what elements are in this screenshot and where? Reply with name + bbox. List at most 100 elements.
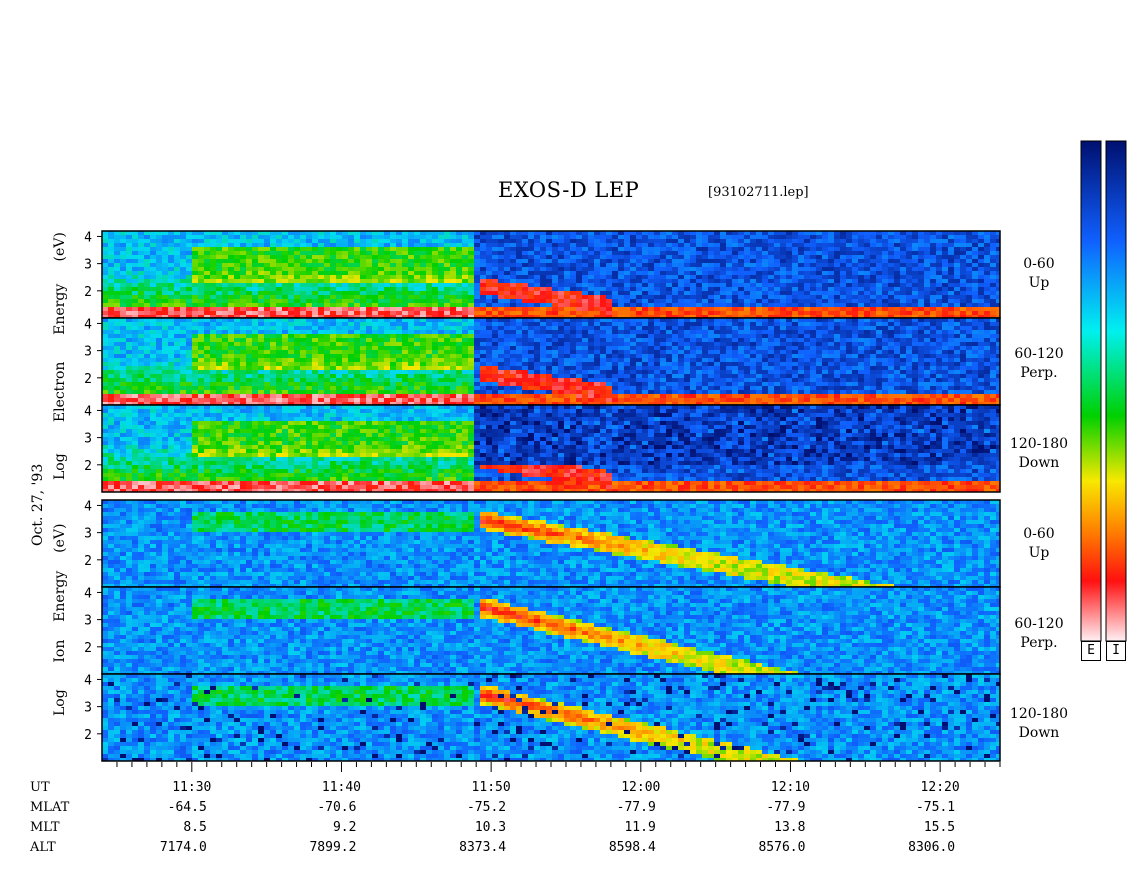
heatmap-cell — [744, 231, 750, 235]
heatmap-cell — [714, 247, 720, 251]
heatmap-cell — [438, 235, 444, 239]
heatmap-cell — [318, 263, 324, 267]
heatmap-cell — [444, 235, 450, 239]
heatmap-cell — [240, 334, 246, 338]
heatmap-cell — [546, 358, 552, 362]
heatmap-cell — [276, 271, 282, 275]
heatmap-cell — [546, 307, 552, 311]
heatmap-cell — [600, 287, 606, 291]
heatmap-cell — [822, 303, 828, 307]
heatmap-cell — [876, 322, 882, 326]
heatmap-cell — [996, 299, 1000, 303]
heatmap-cell — [948, 291, 954, 295]
heatmap-cell — [552, 279, 558, 283]
heatmap-cell — [276, 326, 282, 330]
heatmap-cell — [174, 322, 180, 326]
heatmap-cell — [414, 255, 420, 259]
heatmap-cell — [876, 243, 882, 247]
heatmap-cell — [192, 350, 198, 354]
heatmap-cell — [624, 307, 630, 311]
heatmap-cell — [966, 303, 972, 307]
heatmap-cell — [558, 311, 564, 315]
heatmap-cell — [300, 295, 306, 299]
heatmap-cell — [876, 291, 882, 295]
heatmap-cell — [804, 342, 810, 346]
heatmap-cell — [258, 354, 264, 358]
heatmap-cell — [360, 291, 366, 295]
heatmap-cell — [918, 346, 924, 350]
heatmap-cell — [366, 299, 372, 303]
heatmap-cell — [282, 295, 288, 299]
heatmap-cell — [600, 346, 606, 350]
heatmap-cell — [828, 311, 834, 315]
heatmap-cell — [138, 291, 144, 295]
heatmap-cell — [198, 291, 204, 295]
heatmap-cell — [654, 354, 660, 358]
heatmap-cell — [456, 315, 462, 318]
heatmap-cell — [486, 283, 492, 287]
heatmap-cell — [984, 279, 990, 283]
heatmap-cell — [546, 326, 552, 330]
heatmap-cell — [618, 338, 624, 342]
heatmap-cell — [108, 279, 114, 283]
heatmap-cell — [126, 275, 132, 279]
heatmap-cell — [942, 342, 948, 346]
heatmap-cell — [672, 295, 678, 299]
heatmap-cell — [768, 263, 774, 267]
heatmap-cell — [828, 350, 834, 354]
heatmap-cell — [816, 307, 822, 311]
heatmap-cell — [348, 338, 354, 342]
heatmap-cell — [498, 342, 504, 346]
heatmap-cell — [990, 247, 996, 251]
heatmap-cell — [936, 259, 942, 263]
heatmap-cell — [498, 315, 504, 318]
heatmap-cell — [468, 287, 474, 291]
heatmap-cell — [930, 330, 936, 334]
heatmap-cell — [396, 287, 402, 291]
heatmap-cell — [732, 299, 738, 303]
heatmap-cell — [348, 231, 354, 235]
heatmap-cell — [720, 307, 726, 311]
heatmap-cell — [168, 338, 174, 342]
heatmap-cell — [822, 330, 828, 334]
heatmap-cell — [888, 287, 894, 291]
heatmap-cell — [900, 255, 906, 259]
heatmap-cell — [576, 354, 582, 358]
heatmap-cell — [390, 275, 396, 279]
heatmap-cell — [210, 275, 216, 279]
heatmap-cell — [744, 259, 750, 263]
heatmap-cell — [390, 287, 396, 291]
heatmap-cell — [750, 243, 756, 247]
heatmap-cell — [738, 326, 744, 330]
heatmap-cell — [402, 334, 408, 338]
heatmap-cell — [828, 279, 834, 283]
heatmap-cell — [558, 247, 564, 251]
heatmap-cell — [282, 275, 288, 279]
heatmap-cell — [720, 338, 726, 342]
heatmap-cell — [234, 251, 240, 255]
heatmap-cell — [780, 259, 786, 263]
heatmap-cell — [618, 307, 624, 311]
heatmap-cell — [366, 330, 372, 334]
heatmap-cell — [414, 315, 420, 318]
heatmap-cell — [960, 342, 966, 346]
heatmap-cell — [648, 247, 654, 251]
heatmap-cell — [702, 354, 708, 358]
heatmap-cell — [810, 330, 816, 334]
heatmap-cell — [426, 275, 432, 279]
heatmap-cell — [876, 295, 882, 299]
heatmap-cell — [978, 311, 984, 315]
heatmap-cell — [216, 247, 222, 251]
heatmap-cell — [348, 263, 354, 267]
heatmap-cell — [270, 311, 276, 315]
heatmap-cell — [654, 287, 660, 291]
heatmap-cell — [594, 287, 600, 291]
heatmap-cell — [528, 279, 534, 283]
heatmap-cell — [894, 235, 900, 239]
heatmap-cell — [216, 251, 222, 255]
heatmap-cell — [918, 263, 924, 267]
heatmap-cell — [174, 318, 180, 322]
heatmap-cell — [696, 311, 702, 315]
heatmap-cell — [942, 287, 948, 291]
heatmap-cell — [312, 263, 318, 267]
